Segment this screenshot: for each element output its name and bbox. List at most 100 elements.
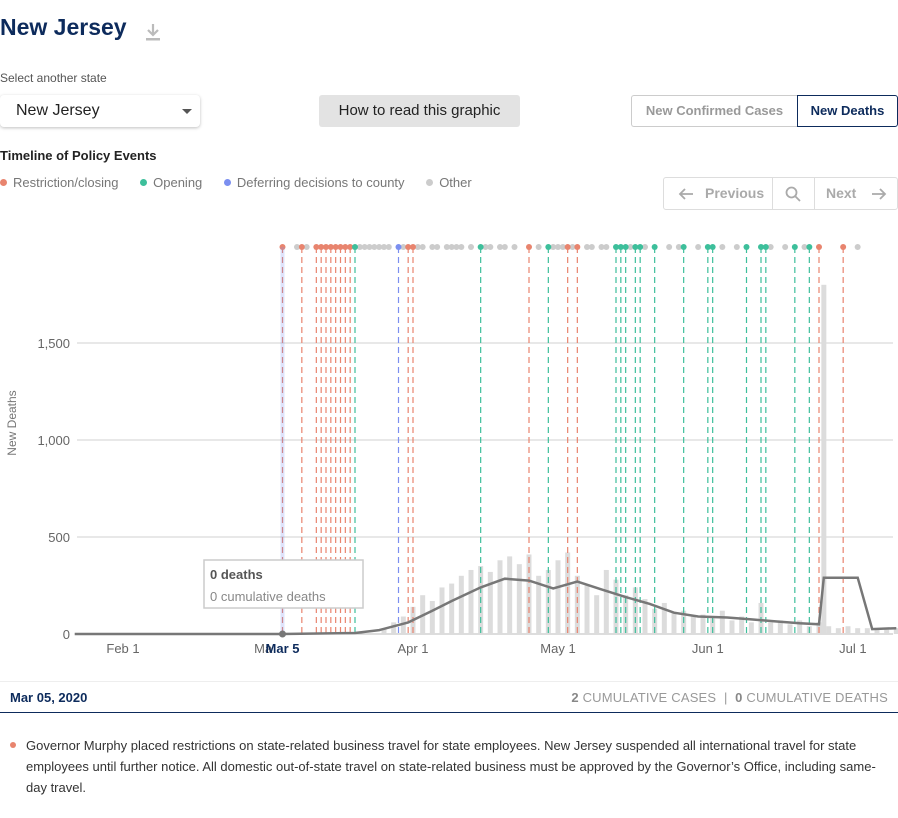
bar: [439, 587, 445, 634]
bar: [661, 602, 667, 634]
legend-dot: [426, 179, 434, 187]
y-tick-label: 0: [63, 627, 70, 642]
bar: [613, 579, 619, 634]
bar: [700, 614, 706, 634]
bar: [748, 622, 754, 634]
bar: [526, 554, 532, 634]
toggle-new-cases[interactable]: New Confirmed Cases: [631, 95, 797, 127]
other-event-dot: [555, 244, 561, 250]
toggle-new-deaths[interactable]: New Deaths: [797, 95, 898, 127]
other-event-dot: [468, 244, 474, 250]
event-navigator: Previous Next: [663, 177, 898, 210]
policy-event-dot: [622, 244, 629, 250]
other-event-dot: [303, 244, 310, 250]
bar: [835, 628, 841, 634]
cumulative-deaths-value: 0: [735, 690, 743, 705]
bar: [642, 599, 648, 634]
select-state-label: Select another state: [0, 71, 107, 85]
policy-event-dot: [323, 244, 329, 250]
bar: [719, 610, 725, 634]
policy-event-dot: [342, 244, 349, 250]
y-tick-label: 500: [48, 530, 70, 545]
previous-button[interactable]: Previous: [664, 178, 773, 209]
page-title: New Jersey: [0, 14, 127, 40]
tooltip-deaths: 0 deaths: [210, 567, 263, 582]
other-event-dot: [487, 244, 494, 250]
policy-event-dot: [743, 244, 750, 250]
selected-date-tick: Mar 5: [266, 641, 300, 656]
download-icon[interactable]: [144, 22, 162, 42]
metric-toggle: New Confirmed Cases New Deaths: [631, 95, 898, 127]
policy-event-dot: [327, 244, 334, 250]
other-event-dot: [854, 244, 861, 250]
bar: [555, 560, 561, 634]
bar: [787, 624, 793, 634]
policy-event-dot: [477, 244, 484, 250]
other-event-dot: [453, 244, 460, 250]
bar: [536, 575, 542, 634]
other-event-dot: [434, 244, 441, 250]
separator: |: [723, 690, 728, 705]
tooltip-box: [203, 559, 364, 609]
other-event-dot: [733, 244, 740, 250]
next-button[interactable]: Next: [815, 178, 897, 209]
other-event-dot: [448, 244, 455, 250]
other-event-dot: [535, 244, 542, 250]
bar: [516, 564, 522, 634]
bar: [574, 575, 580, 634]
y-tick-label: 1,500: [37, 336, 70, 351]
bar: [497, 560, 503, 634]
bar: [874, 628, 880, 634]
other-event-dot: [627, 244, 634, 250]
other-event-dot: [361, 244, 368, 250]
policy-event-dot: [545, 244, 552, 250]
other-event-dot: [603, 244, 610, 250]
other-event-dot: [294, 244, 300, 250]
x-tick-label: May 1: [540, 641, 575, 656]
bar: [884, 628, 890, 634]
other-event-dot: [497, 244, 503, 250]
policy-event-dot: [347, 244, 354, 250]
policy-event-dot: [791, 244, 798, 250]
bar: [449, 583, 455, 634]
other-event-dot: [598, 244, 605, 250]
bar: [623, 595, 629, 634]
x-tick-label: Feb 1: [106, 641, 139, 656]
bar: [391, 622, 397, 634]
policy-event-dot: [762, 244, 769, 250]
selected-date: Mar 05, 2020: [10, 690, 88, 705]
next-label: Next: [826, 185, 857, 201]
how-to-read-button[interactable]: How to read this graphic: [319, 95, 520, 127]
legend-item-other: Other: [426, 175, 472, 190]
bar: [487, 571, 493, 634]
other-event-dot: [376, 244, 383, 250]
search-button[interactable]: [773, 178, 815, 209]
legend-dot: [0, 179, 7, 187]
other-event-dot: [366, 244, 373, 250]
event-type-dot: [10, 742, 16, 748]
policy-event-dot: [613, 244, 619, 250]
policy-event-dot: [526, 244, 532, 250]
bar: [845, 626, 851, 634]
y-axis-label: New Deaths: [5, 390, 19, 455]
selected-event-highlight: [280, 247, 285, 634]
policy-event-dot: [816, 244, 822, 250]
x-tick-label: Jun 1: [692, 641, 724, 656]
cumulative-deaths-label: CUMULATIVE DEATHS: [746, 690, 888, 705]
bar: [507, 556, 513, 634]
other-event-dot: [695, 244, 702, 250]
policy-event-dot: [298, 244, 305, 250]
event-text: Governor Murphy placed restrictions on s…: [26, 738, 876, 795]
bar: [594, 595, 600, 634]
arrow-right-icon: [872, 188, 887, 200]
policy-event-dot: [617, 244, 624, 250]
deaths-chart[interactable]: 0 500 1,000 1,500 New Deaths Feb 1 Ma Apr 1 May …: [0, 230, 898, 670]
other-event-dot: [559, 244, 566, 250]
state-select[interactable]: New Jersey: [0, 95, 200, 127]
bar: [458, 575, 464, 634]
other-event-dot: [767, 244, 774, 250]
other-event-dot: [371, 244, 378, 250]
other-event-dot: [381, 244, 387, 250]
legend-dot: [140, 179, 148, 187]
other-event-dot: [458, 244, 465, 250]
